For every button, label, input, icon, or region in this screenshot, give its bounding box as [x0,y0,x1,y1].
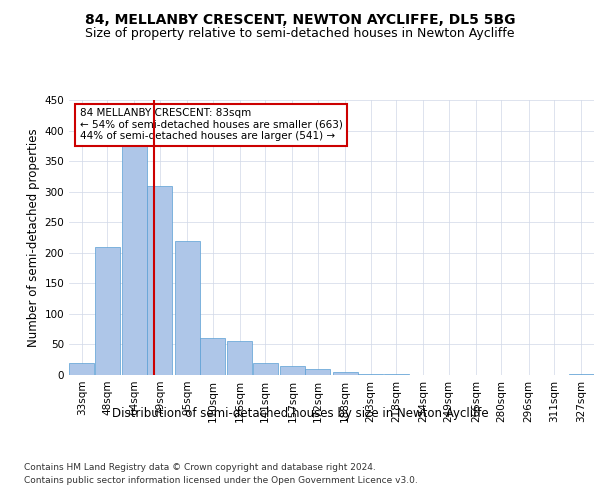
Bar [280,366,305,375]
Bar [122,146,147,375]
Bar [383,374,409,375]
Y-axis label: Number of semi-detached properties: Number of semi-detached properties [27,128,40,347]
Bar [148,186,172,375]
Text: Contains public sector information licensed under the Open Government Licence v3: Contains public sector information licen… [24,476,418,485]
Text: Size of property relative to semi-detached houses in Newton Aycliffe: Size of property relative to semi-detach… [85,28,515,40]
Bar [569,374,594,375]
Bar [332,372,358,375]
Bar [227,342,252,375]
Bar [253,363,278,375]
Text: Contains HM Land Registry data © Crown copyright and database right 2024.: Contains HM Land Registry data © Crown c… [24,462,376,471]
Bar [200,338,225,375]
Text: Distribution of semi-detached houses by size in Newton Aycliffe: Distribution of semi-detached houses by … [112,408,488,420]
Bar [175,240,200,375]
Bar [358,374,383,375]
Bar [95,246,120,375]
Bar [69,363,94,375]
Bar [305,369,331,375]
Text: 84 MELLANBY CRESCENT: 83sqm
← 54% of semi-detached houses are smaller (663)
44% : 84 MELLANBY CRESCENT: 83sqm ← 54% of sem… [79,108,343,142]
Text: 84, MELLANBY CRESCENT, NEWTON AYCLIFFE, DL5 5BG: 84, MELLANBY CRESCENT, NEWTON AYCLIFFE, … [85,12,515,26]
